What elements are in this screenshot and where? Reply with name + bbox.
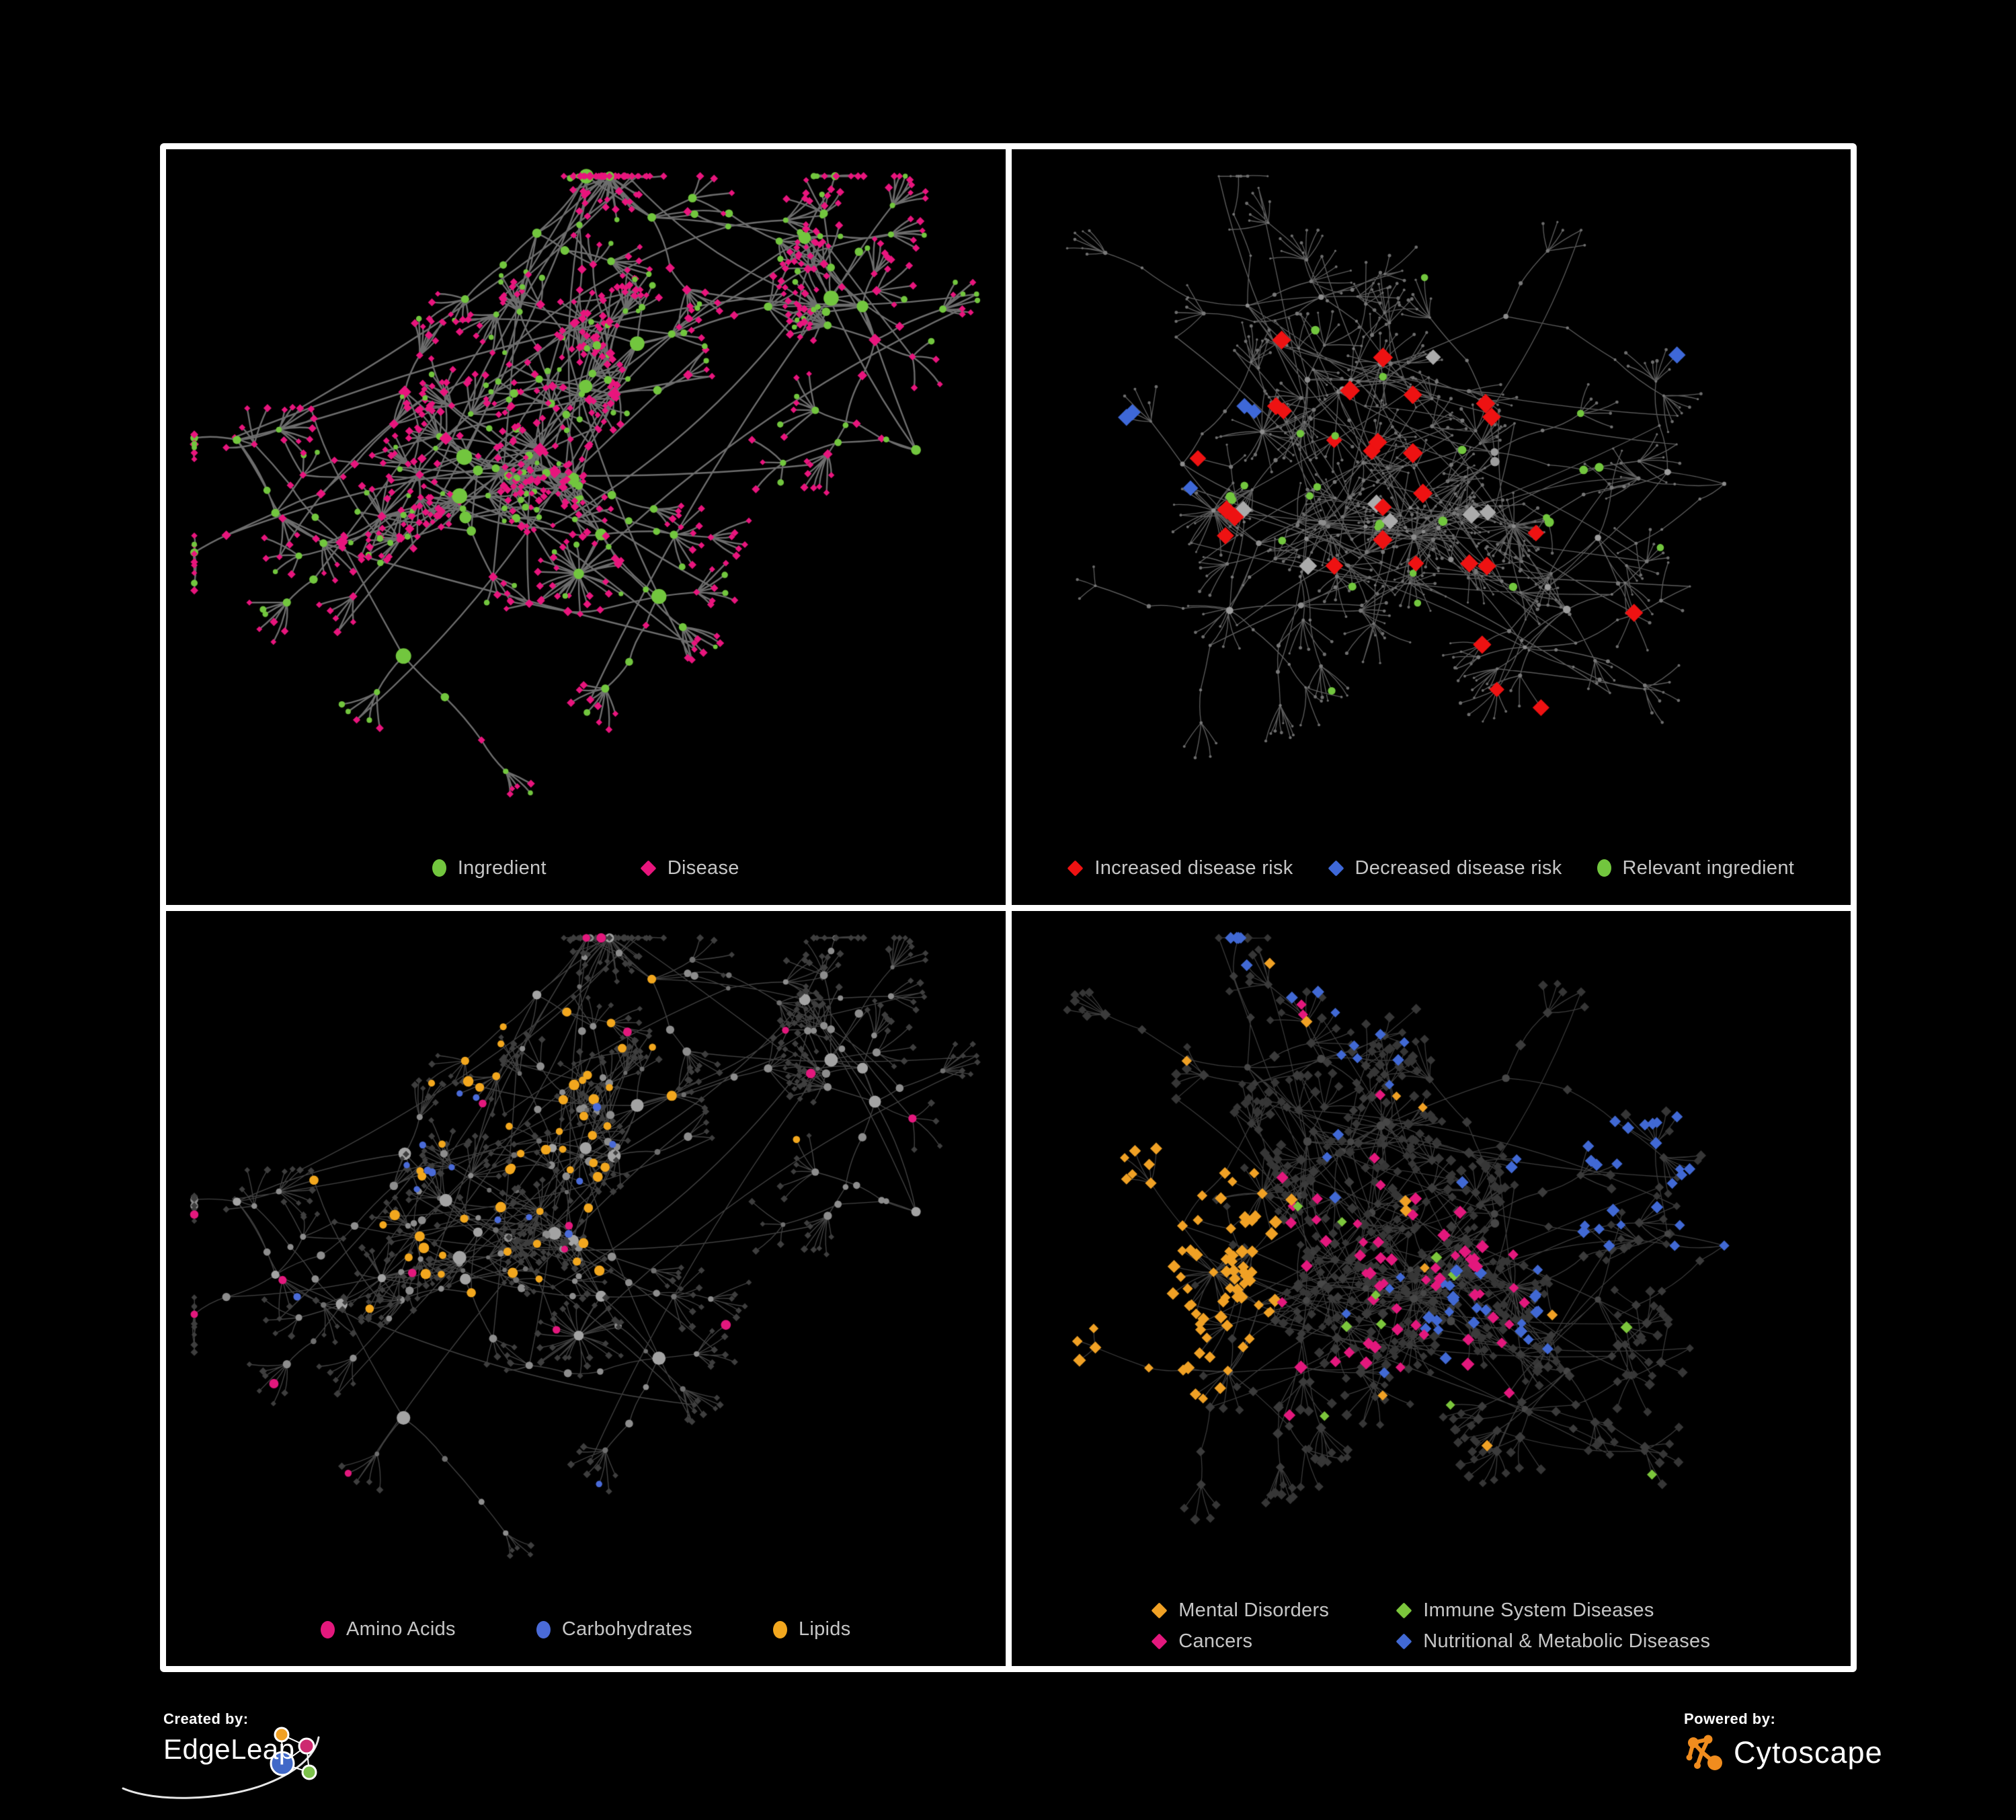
network-canvas — [166, 149, 1006, 905]
legend-item: Nutritional & Metabolic Diseases — [1396, 1630, 1710, 1653]
diamond-icon — [1151, 1602, 1168, 1619]
legend-item: Ingredient — [432, 857, 547, 879]
circle-icon — [432, 859, 446, 877]
diamond-icon — [640, 859, 657, 877]
edgeleap-blue-node — [270, 1751, 295, 1776]
diamond-icon — [1327, 859, 1344, 877]
legend: Increased disease risk Decreased disease … — [1012, 857, 1851, 879]
legend-item: Disease — [640, 857, 739, 879]
edgeleap-orange-node — [274, 1727, 290, 1743]
legend-label: Lipids — [798, 1618, 851, 1640]
panel-disease-class-network: Mental Disorders Immune System Diseases Ca… — [1011, 910, 1851, 1666]
edgeleap-magenta-node — [298, 1737, 315, 1755]
legend-item: Amino Acids — [320, 1618, 456, 1640]
legend-item: Lipids — [772, 1618, 851, 1640]
legend: Mental Disorders Immune System Diseases Ca… — [1012, 1599, 1851, 1653]
legend-item: Cancers — [1151, 1630, 1329, 1653]
diamond-icon — [1396, 1602, 1412, 1619]
legend-item: Mental Disorders — [1151, 1599, 1330, 1622]
legend-label: Mental Disorders — [1178, 1599, 1330, 1621]
cytoscape-wordmark: Cytoscape — [1734, 1735, 1883, 1770]
powered-by-label: Powered by: — [1684, 1710, 1776, 1727]
legend-item: Relevant ingredient — [1597, 857, 1795, 879]
panel-grid: Ingredient Disease Increased disease risk… — [160, 143, 1857, 1672]
legend: Ingredient Disease — [166, 857, 1006, 879]
legend-item: Carbohydrates — [536, 1618, 692, 1640]
network-canvas — [1011, 149, 1851, 905]
edgeleap-credit: Created by: EdgeLeap — [122, 1710, 320, 1799]
edgeleap-logo — [122, 1727, 320, 1799]
legend: Amino Acids Carbohydrates Lipids — [166, 1618, 1006, 1640]
legend-label: Amino Acids — [346, 1618, 456, 1640]
panel-nutrient-class-network: Amino Acids Carbohydrates Lipids — [166, 910, 1006, 1666]
diamond-icon — [1067, 859, 1084, 877]
legend-label: Immune System Diseases — [1423, 1599, 1654, 1621]
edgeleap-green-node — [301, 1764, 317, 1780]
legend-item: Increased disease risk — [1067, 857, 1293, 879]
legend-label: Nutritional & Metabolic Diseases — [1423, 1630, 1711, 1652]
network-canvas — [166, 910, 1006, 1666]
legend-label: Decreased disease risk — [1355, 857, 1562, 879]
legend-item: Immune System Diseases — [1396, 1599, 1710, 1622]
panel-disease-risk-network: Increased disease risk Decreased disease … — [1011, 149, 1851, 905]
created-by-label: Created by: — [163, 1710, 249, 1727]
panel-ingredient-disease-network: Ingredient Disease — [166, 149, 1006, 905]
legend-label: Ingredient — [457, 857, 547, 879]
circle-icon — [536, 1620, 551, 1638]
legend-label: Disease — [667, 857, 739, 879]
legend-label: Relevant ingredient — [1622, 857, 1795, 879]
legend-item: Decreased disease risk — [1327, 857, 1562, 879]
network-canvas — [1011, 910, 1851, 1666]
edgeleap-wordmark: EdgeLeap — [163, 1733, 295, 1765]
circle-icon — [1597, 859, 1611, 877]
circle-icon — [772, 1620, 787, 1638]
diamond-icon — [1151, 1633, 1168, 1650]
legend-label: Cancers — [1178, 1630, 1253, 1652]
legend-label: Increased disease risk — [1094, 857, 1293, 879]
diamond-icon — [1396, 1633, 1412, 1650]
legend-label: Carbohydrates — [561, 1618, 692, 1640]
cytoscape-credit: Powered by: — [1684, 1710, 1883, 1774]
circle-icon — [320, 1620, 335, 1638]
cytoscape-logo-icon — [1686, 1735, 1722, 1770]
